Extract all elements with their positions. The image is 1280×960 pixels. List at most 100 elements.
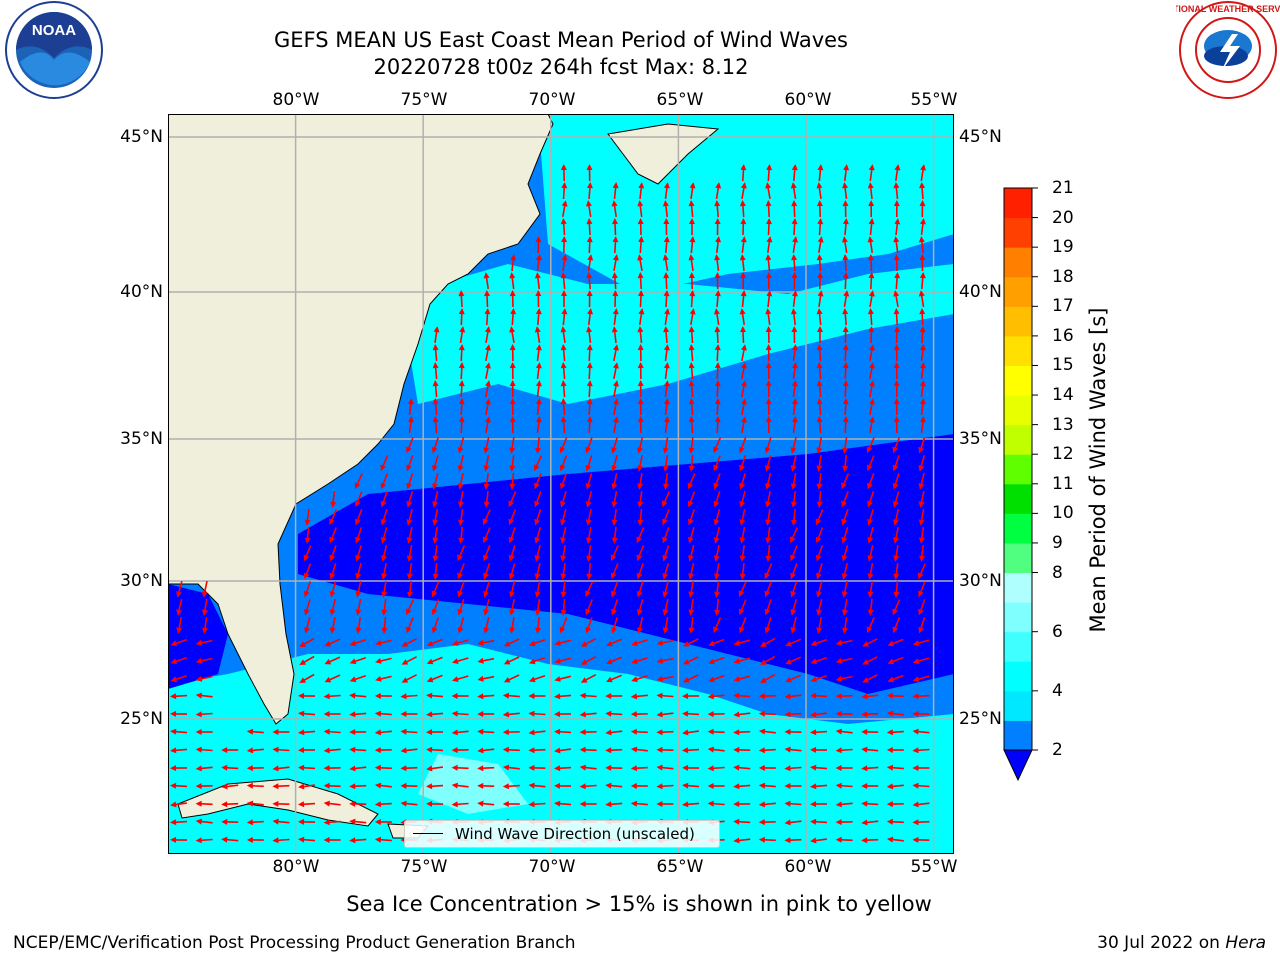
wind-arrow-head <box>918 590 924 598</box>
wind-arrow-head <box>349 692 356 699</box>
wind-arrow-head <box>817 218 824 225</box>
wind-arrow-head <box>586 164 593 171</box>
wind-arrow-head <box>892 482 899 490</box>
wind-arrow-head <box>919 272 926 279</box>
wind-arrow-head <box>912 819 919 826</box>
wind-arrow-head <box>586 344 593 351</box>
wind-arrow-head <box>431 446 438 454</box>
wind-arrow-head <box>689 290 696 297</box>
wind-arrow-head <box>918 626 924 634</box>
wind-arrow-head <box>919 398 926 405</box>
wind-arrow-head <box>816 465 823 472</box>
wind-arrow-head <box>714 591 720 598</box>
wind-arrow-head <box>605 729 612 736</box>
wind-arrow-head <box>509 398 516 405</box>
colorbar-tick-label: 19 <box>1052 237 1074 258</box>
wind-arrow-head <box>323 800 330 807</box>
wind-arrow-head <box>298 801 305 808</box>
wind-arrow-head <box>554 658 561 664</box>
wind-arrow-head <box>303 572 310 580</box>
wind-arrow-head <box>835 801 842 808</box>
wind-arrow-head <box>611 272 618 279</box>
run-date: 30 Jul 2022 on Hera <box>1097 933 1266 953</box>
wind-arrow-head <box>509 465 516 472</box>
wind-arrow-head <box>298 710 305 717</box>
wind-arrow-head <box>790 627 797 634</box>
wind-arrow-head <box>683 677 690 683</box>
wind-arrow-head <box>329 518 335 526</box>
wind-arrow-head <box>303 554 310 562</box>
wind-arrow-head <box>919 362 926 369</box>
wind-arrow-head <box>867 182 874 189</box>
wind-arrow-head <box>739 254 746 261</box>
wind-arrow-head <box>503 677 511 683</box>
wind-arrow-head <box>381 591 388 598</box>
wind-arrow-head <box>560 344 567 351</box>
wind-arrow-head <box>688 573 694 580</box>
wind-arrow-head <box>482 518 489 526</box>
wind-arrow-head <box>816 254 823 261</box>
wind-arrow-head <box>323 819 330 826</box>
wind-arrow-head <box>662 254 669 261</box>
wind-arrow-head <box>560 398 567 405</box>
wind-arrow-head <box>792 236 798 243</box>
wind-arrow-head <box>765 254 772 261</box>
wind-arrow-head <box>842 272 849 279</box>
wind-arrow-head <box>741 416 747 423</box>
wind-arrow-head <box>451 729 458 736</box>
wind-arrow-head <box>918 236 925 243</box>
wind-arrow-head <box>477 747 484 754</box>
colorbar-segment <box>1004 276 1032 307</box>
wind-arrow-head <box>738 590 745 598</box>
wind-arrow-head <box>841 555 848 562</box>
wind-arrow-head <box>785 658 792 665</box>
lon-tick-top: 70°W <box>528 90 576 110</box>
legend-line-swatch <box>413 833 443 834</box>
lon-tick-bottom: 60°W <box>784 857 832 877</box>
wind-arrow-head <box>869 398 875 405</box>
wind-arrow-head <box>561 308 568 315</box>
wind-arrow-head <box>579 783 586 790</box>
wind-arrow-head <box>485 398 491 405</box>
colorbar-under-arrow <box>1003 749 1033 782</box>
lon-tick-bottom: 70°W <box>528 857 576 877</box>
wind-arrow-head <box>298 783 305 790</box>
wind-arrow-head <box>784 746 791 753</box>
colorbar-frame <box>1003 187 1033 751</box>
wind-arrow-head <box>560 416 567 423</box>
wind-arrow-head <box>380 464 386 472</box>
colorbar-segment <box>1004 542 1032 574</box>
wind-arrow-head <box>765 555 772 562</box>
wind-arrow-head <box>381 627 388 634</box>
wind-arrow-head <box>861 728 868 735</box>
wind-arrow-head <box>842 609 848 616</box>
wind-arrow-head <box>816 182 823 189</box>
wind-arrow-head <box>406 519 413 526</box>
wind-arrow-head <box>739 519 746 526</box>
wind-arrow-head <box>170 693 177 700</box>
wind-arrow-head <box>349 729 356 735</box>
wind-arrow-head <box>765 501 771 508</box>
wind-arrow-head <box>810 640 818 647</box>
wind-arrow-head <box>457 447 464 454</box>
colorbar-segment <box>1004 424 1032 455</box>
wind-arrow-head <box>638 182 645 189</box>
wind-arrow-head <box>636 590 643 598</box>
lon-tick-top: 55°W <box>910 90 958 110</box>
wind-arrow-head <box>739 308 746 315</box>
field-gulf-dark <box>168 584 228 689</box>
lat-tick-left: 40°N <box>120 282 163 302</box>
wind-arrow-head <box>688 344 695 351</box>
wind-arrow-head <box>862 641 869 647</box>
wind-arrow-head <box>758 693 765 700</box>
wind-arrow-head <box>509 362 516 369</box>
wind-arrow-head <box>886 836 894 843</box>
wind-arrow-head <box>835 639 843 646</box>
wind-arrow-head <box>790 182 797 189</box>
wind-arrow-head <box>765 326 772 333</box>
wind-arrow-head <box>636 536 642 544</box>
colorbar-tick-label: 14 <box>1052 385 1074 406</box>
wind-arrow-head <box>791 398 798 405</box>
wind-arrow-head <box>349 783 356 790</box>
wind-arrow-head <box>810 729 817 736</box>
